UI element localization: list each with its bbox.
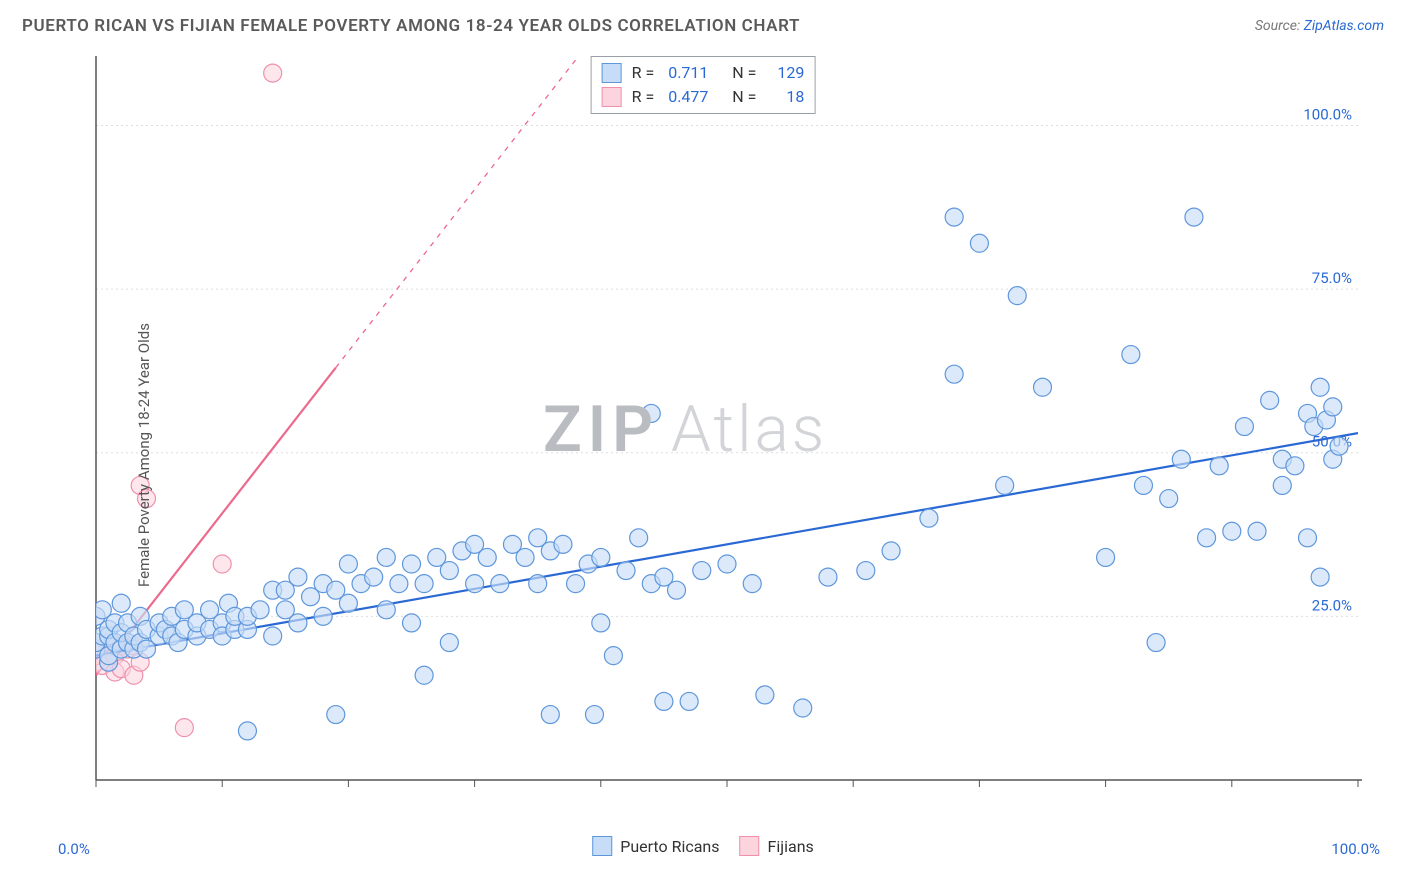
r-value-1: 0.477 — [668, 85, 722, 109]
legend-stats-row-1: R = 0.477 N = 18 — [602, 85, 805, 109]
legend-swatch-1 — [602, 87, 622, 107]
source-attribution: Source: ZipAtlas.com — [1255, 18, 1384, 34]
source-prefix: Source: — [1255, 18, 1304, 34]
r-label-1: R = — [632, 85, 655, 109]
legend-stats-row-0: R = 0.711 N = 129 — [602, 61, 805, 85]
n-value-0: 129 — [770, 61, 804, 85]
n-value-1: 18 — [770, 85, 804, 109]
y-axis-label: Female Poverty Among 18-24 Year Olds — [135, 323, 153, 587]
header: PUERTO RICAN VS FIJIAN FEMALE POVERTY AM… — [18, 10, 1388, 50]
legend-series-swatch-1 — [740, 836, 760, 856]
legend-series-label-1: Fijians — [768, 837, 814, 856]
r-value-0: 0.711 — [668, 61, 722, 85]
r-label-0: R = — [632, 61, 655, 85]
legend-series-label-0: Puerto Ricans — [620, 837, 719, 856]
scatter-chart-svg: 25.0%50.0%75.0%100.0% — [48, 50, 1368, 820]
n-label-0: N = — [732, 61, 756, 85]
legend-series-item-0: Puerto Ricans — [592, 836, 719, 856]
svg-text:25.0%: 25.0% — [1312, 596, 1352, 614]
x-axis-min-label: 0.0% — [58, 840, 90, 858]
legend-stats: R = 0.711 N = 129 R = 0.477 N = 18 — [591, 56, 816, 114]
page-root: PUERTO RICAN VS FIJIAN FEMALE POVERTY AM… — [0, 0, 1406, 892]
n-label-1: N = — [732, 85, 756, 109]
legend-series: Puerto Ricans Fijians — [592, 836, 814, 856]
legend-swatch-0 — [602, 63, 622, 83]
svg-text:75.0%: 75.0% — [1312, 269, 1352, 287]
source-link[interactable]: ZipAtlas.com — [1304, 18, 1384, 34]
x-axis-max-label: 100.0% — [1331, 840, 1380, 858]
svg-text:100.0%: 100.0% — [1303, 105, 1352, 123]
legend-series-swatch-0 — [592, 836, 612, 856]
legend-series-item-1: Fijians — [740, 836, 814, 856]
chart-area: Female Poverty Among 18-24 Year Olds R =… — [18, 50, 1388, 860]
chart-title: PUERTO RICAN VS FIJIAN FEMALE POVERTY AM… — [22, 16, 800, 36]
